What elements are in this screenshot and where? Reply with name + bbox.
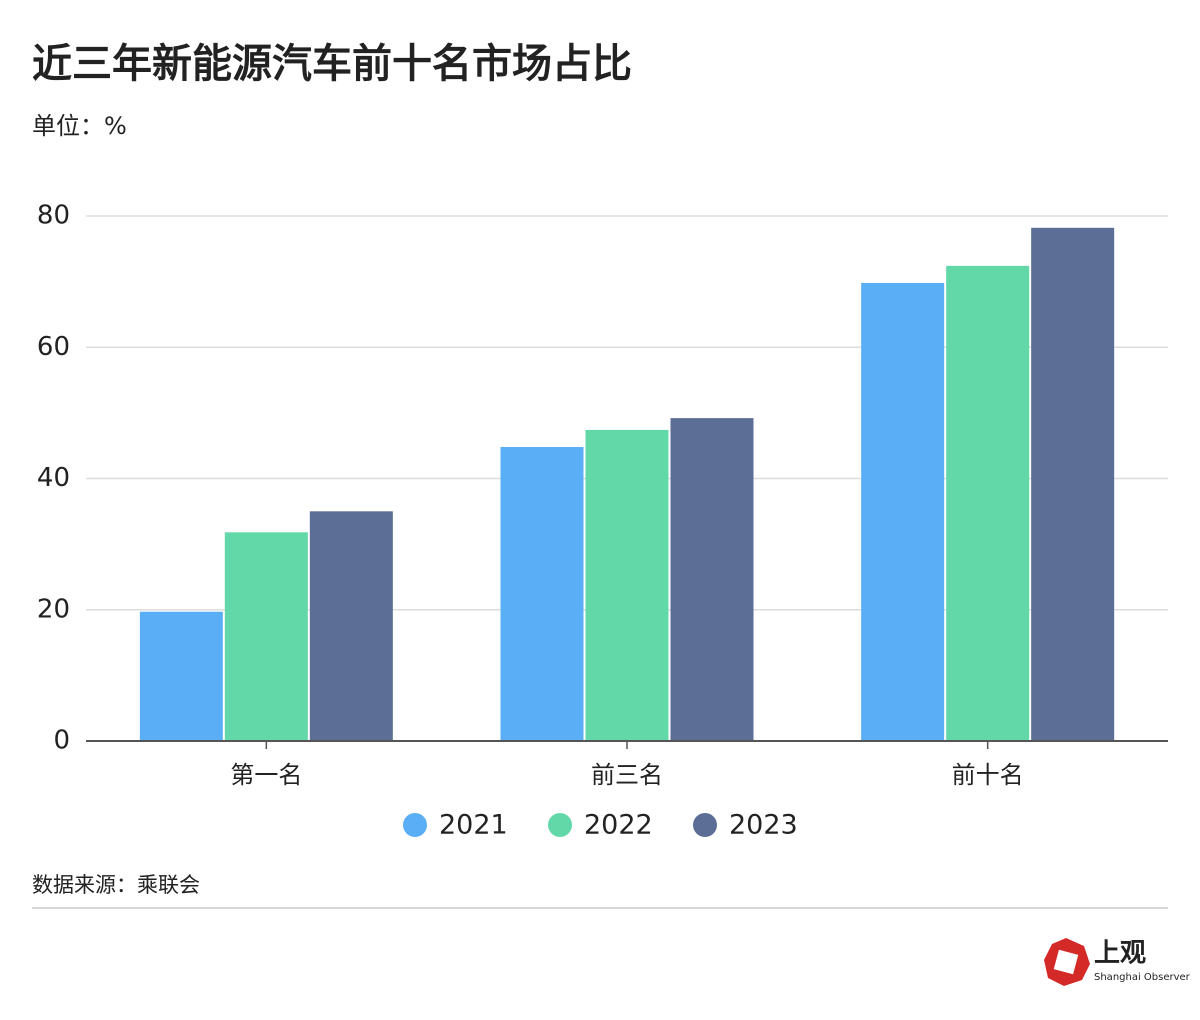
logo: 上观 Shanghai Observer (1044, 938, 1191, 986)
chart-title: 近三年新能源汽车前十名市场占比 (32, 41, 632, 87)
x-tick-label: 前十名 (952, 761, 1024, 789)
legend-label: 2022 (584, 810, 653, 841)
y-tick-label: 20 (37, 594, 70, 624)
bar (861, 282, 945, 741)
logo-icon-inner (1053, 949, 1079, 975)
x-tick-label: 第一名 (230, 761, 302, 789)
logo-text: 上观 (1094, 939, 1146, 969)
bar (224, 532, 308, 741)
source: 数据来源：乘联会 (32, 873, 200, 897)
unit-label: 单位：% (32, 112, 127, 140)
bar (500, 447, 584, 741)
bar (1031, 227, 1115, 741)
y-tick-label: 40 (37, 463, 70, 493)
legend-label: 2021 (439, 810, 508, 841)
legend-marker (693, 813, 717, 837)
y-tick-label: 0 (53, 726, 70, 756)
y-tick-label: 60 (37, 332, 70, 362)
bar (139, 611, 223, 741)
bar (309, 511, 393, 741)
bar (585, 429, 669, 741)
logo-subtext: Shanghai Observer (1094, 972, 1191, 983)
x-tick-label: 前三名 (591, 761, 663, 789)
legend-marker (403, 813, 427, 837)
legend-marker (548, 813, 572, 837)
bar (670, 418, 754, 741)
y-tick-label: 80 (37, 201, 70, 231)
bar (946, 265, 1030, 741)
legend-label: 2023 (729, 810, 798, 841)
